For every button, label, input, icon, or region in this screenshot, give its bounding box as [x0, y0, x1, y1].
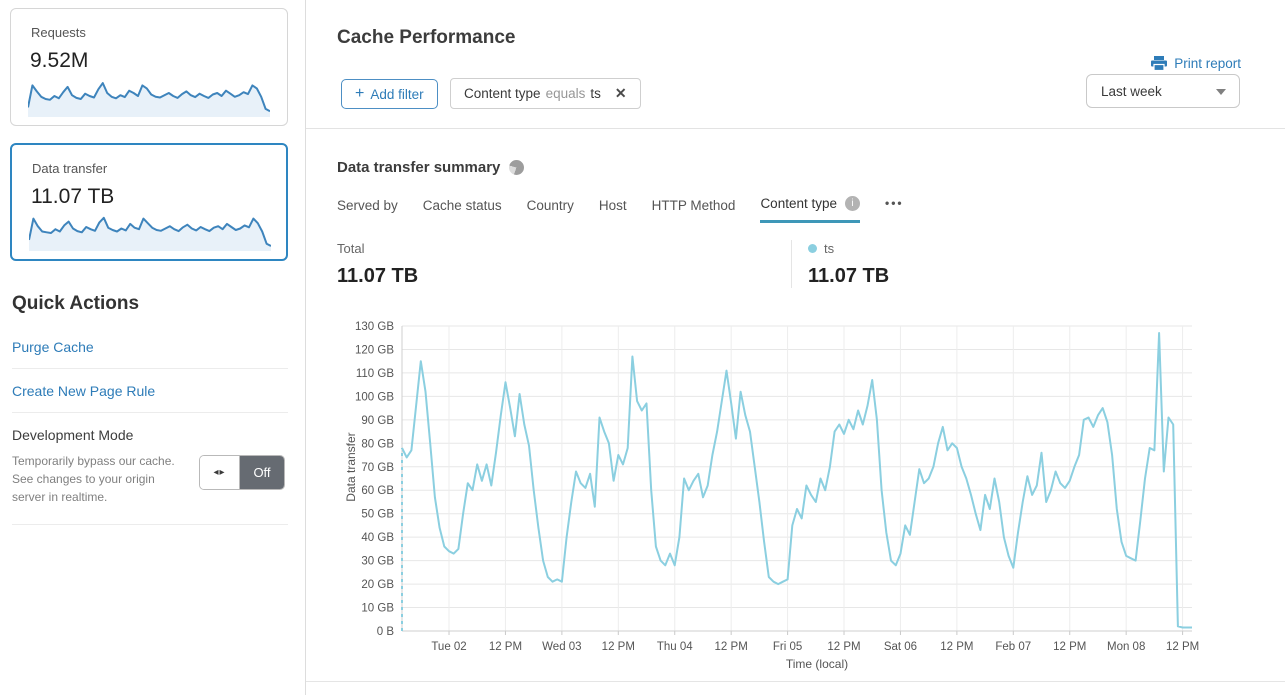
toggle-arrows-icon: ◂▸ — [200, 456, 240, 489]
time-range-dropdown[interactable]: Last week — [1086, 74, 1240, 108]
header-divider — [306, 128, 1285, 129]
data-transfer-card-label: Data transfer — [32, 161, 108, 176]
content-type-filter-chip[interactable]: Content type equals ts ✕ — [450, 78, 641, 109]
svg-text:Fri 05: Fri 05 — [773, 641, 802, 653]
tab-content-type[interactable]: Content type i — [760, 196, 860, 223]
tab-served-by[interactable]: Served by — [337, 197, 398, 213]
quick-actions-title: Quick Actions — [12, 293, 140, 314]
data-transfer-chart: Data transfer 0 B 10 GB 20 GB 30 GB 40 GB 50 … — [337, 310, 1247, 680]
tab-country[interactable]: Country — [526, 197, 574, 213]
svg-text:130 GB: 130 GB — [355, 321, 394, 333]
chevron-down-icon — [1216, 89, 1226, 95]
ts-series-value: 11.07 TB — [808, 265, 890, 287]
data-transfer-card-value: 11.07 TB — [31, 185, 115, 208]
svg-text:Wed 03: Wed 03 — [542, 641, 581, 653]
requests-card-label: Requests — [31, 25, 86, 40]
svg-text:80 GB: 80 GB — [361, 438, 394, 450]
development-mode-title: Development Mode — [12, 427, 134, 443]
chart-y-axis-label: Data transfer — [344, 432, 358, 502]
info-icon[interactable]: i — [845, 196, 860, 211]
purge-cache-link[interactable]: Purge Cache — [12, 325, 288, 369]
svg-text:Tue 02: Tue 02 — [431, 641, 466, 653]
svg-text:70 GB: 70 GB — [361, 462, 394, 474]
totals-row: Total 11.07 TB ts 11.07 TB — [337, 240, 889, 288]
tab-host[interactable]: Host — [598, 197, 627, 213]
ts-series-block: ts 11.07 TB — [791, 240, 889, 288]
svg-text:120 GB: 120 GB — [355, 344, 394, 356]
svg-text:20 GB: 20 GB — [361, 579, 394, 591]
add-filter-label: Add filter — [370, 86, 424, 102]
summary-title: Data transfer summary — [337, 159, 501, 176]
page-title: Cache Performance — [337, 27, 516, 48]
svg-text:12 PM: 12 PM — [827, 641, 860, 653]
svg-text:0 B: 0 B — [377, 626, 395, 638]
requests-card-value: 9.52M — [30, 49, 89, 72]
add-filter-button[interactable]: + Add filter — [341, 79, 438, 109]
svg-text:60 GB: 60 GB — [361, 485, 394, 497]
filter-operator: equals — [545, 86, 586, 101]
svg-text:12 PM: 12 PM — [940, 641, 973, 653]
svg-text:12 PM: 12 PM — [1166, 641, 1199, 653]
svg-text:40 GB: 40 GB — [361, 532, 394, 544]
data-transfer-metric-card[interactable]: Data transfer 11.07 TB — [10, 143, 288, 261]
development-mode-section: Development Mode Temporarily bypass our … — [12, 413, 288, 524]
sidebar: Requests 9.52M Data transfer 11.07 TB Qu… — [0, 0, 305, 695]
svg-text:12 PM: 12 PM — [602, 641, 635, 653]
tab-http-method[interactable]: HTTP Method — [651, 197, 736, 213]
main-content: Cache Performance Print report + Add fil… — [305, 0, 1285, 695]
requests-metric-card[interactable]: Requests 9.52M — [10, 8, 288, 126]
total-label: Total — [337, 240, 365, 256]
toggle-state-label: Off — [240, 456, 284, 489]
more-tabs-button[interactable]: ••• — [885, 196, 904, 210]
data-transfer-sparkline-chart — [29, 216, 271, 251]
svg-text:12 PM: 12 PM — [1053, 641, 1086, 653]
plus-icon: + — [355, 85, 365, 102]
svg-text:Feb 07: Feb 07 — [995, 641, 1031, 653]
bottom-divider — [306, 681, 1285, 682]
svg-text:12 PM: 12 PM — [715, 641, 748, 653]
development-mode-description: Temporarily bypass our cache. See change… — [12, 454, 175, 504]
chart-x-axis-label: Time (local) — [785, 657, 849, 671]
svg-text:90 GB: 90 GB — [361, 415, 394, 427]
filter-field: Content type — [464, 86, 541, 101]
development-mode-toggle[interactable]: ◂▸ Off — [199, 455, 285, 490]
svg-text:12 PM: 12 PM — [489, 641, 522, 653]
print-report-button[interactable]: Print report — [1151, 56, 1241, 71]
ts-legend-dot — [808, 243, 817, 253]
remove-filter-icon[interactable]: ✕ — [614, 85, 627, 101]
svg-text:10 GB: 10 GB — [361, 603, 394, 615]
filter-value: ts — [590, 86, 601, 101]
time-series-plot: 0 B 10 GB 20 GB 30 GB 40 GB 50 GB 60 GB 70 GB 80… — [355, 321, 1199, 653]
ts-series-label: ts — [824, 240, 835, 256]
tab-cache-status[interactable]: Cache status — [422, 197, 502, 213]
svg-text:Thu 04: Thu 04 — [657, 641, 693, 653]
quick-actions-section: Quick Actions Purge Cache Create New Pag… — [12, 293, 288, 525]
svg-text:110 GB: 110 GB — [356, 368, 394, 380]
printer-icon — [1151, 56, 1168, 71]
print-report-label: Print report — [1174, 56, 1241, 71]
requests-sparkline-chart — [28, 82, 270, 117]
svg-text:30 GB: 30 GB — [361, 556, 394, 568]
time-range-value: Last week — [1101, 83, 1162, 99]
create-page-rule-link[interactable]: Create New Page Rule — [12, 369, 288, 413]
svg-text:100 GB: 100 GB — [355, 391, 394, 403]
svg-text:Mon 08: Mon 08 — [1107, 641, 1145, 653]
svg-text:50 GB: 50 GB — [361, 509, 394, 521]
total-value: 11.07 TB — [337, 265, 419, 287]
total-block: Total 11.07 TB — [337, 240, 791, 288]
sampled-data-pie-icon — [509, 160, 525, 175]
svg-text:Sat 06: Sat 06 — [884, 641, 917, 653]
breakdown-tabs: Served by Cache status Country Host HTTP… — [337, 196, 904, 223]
